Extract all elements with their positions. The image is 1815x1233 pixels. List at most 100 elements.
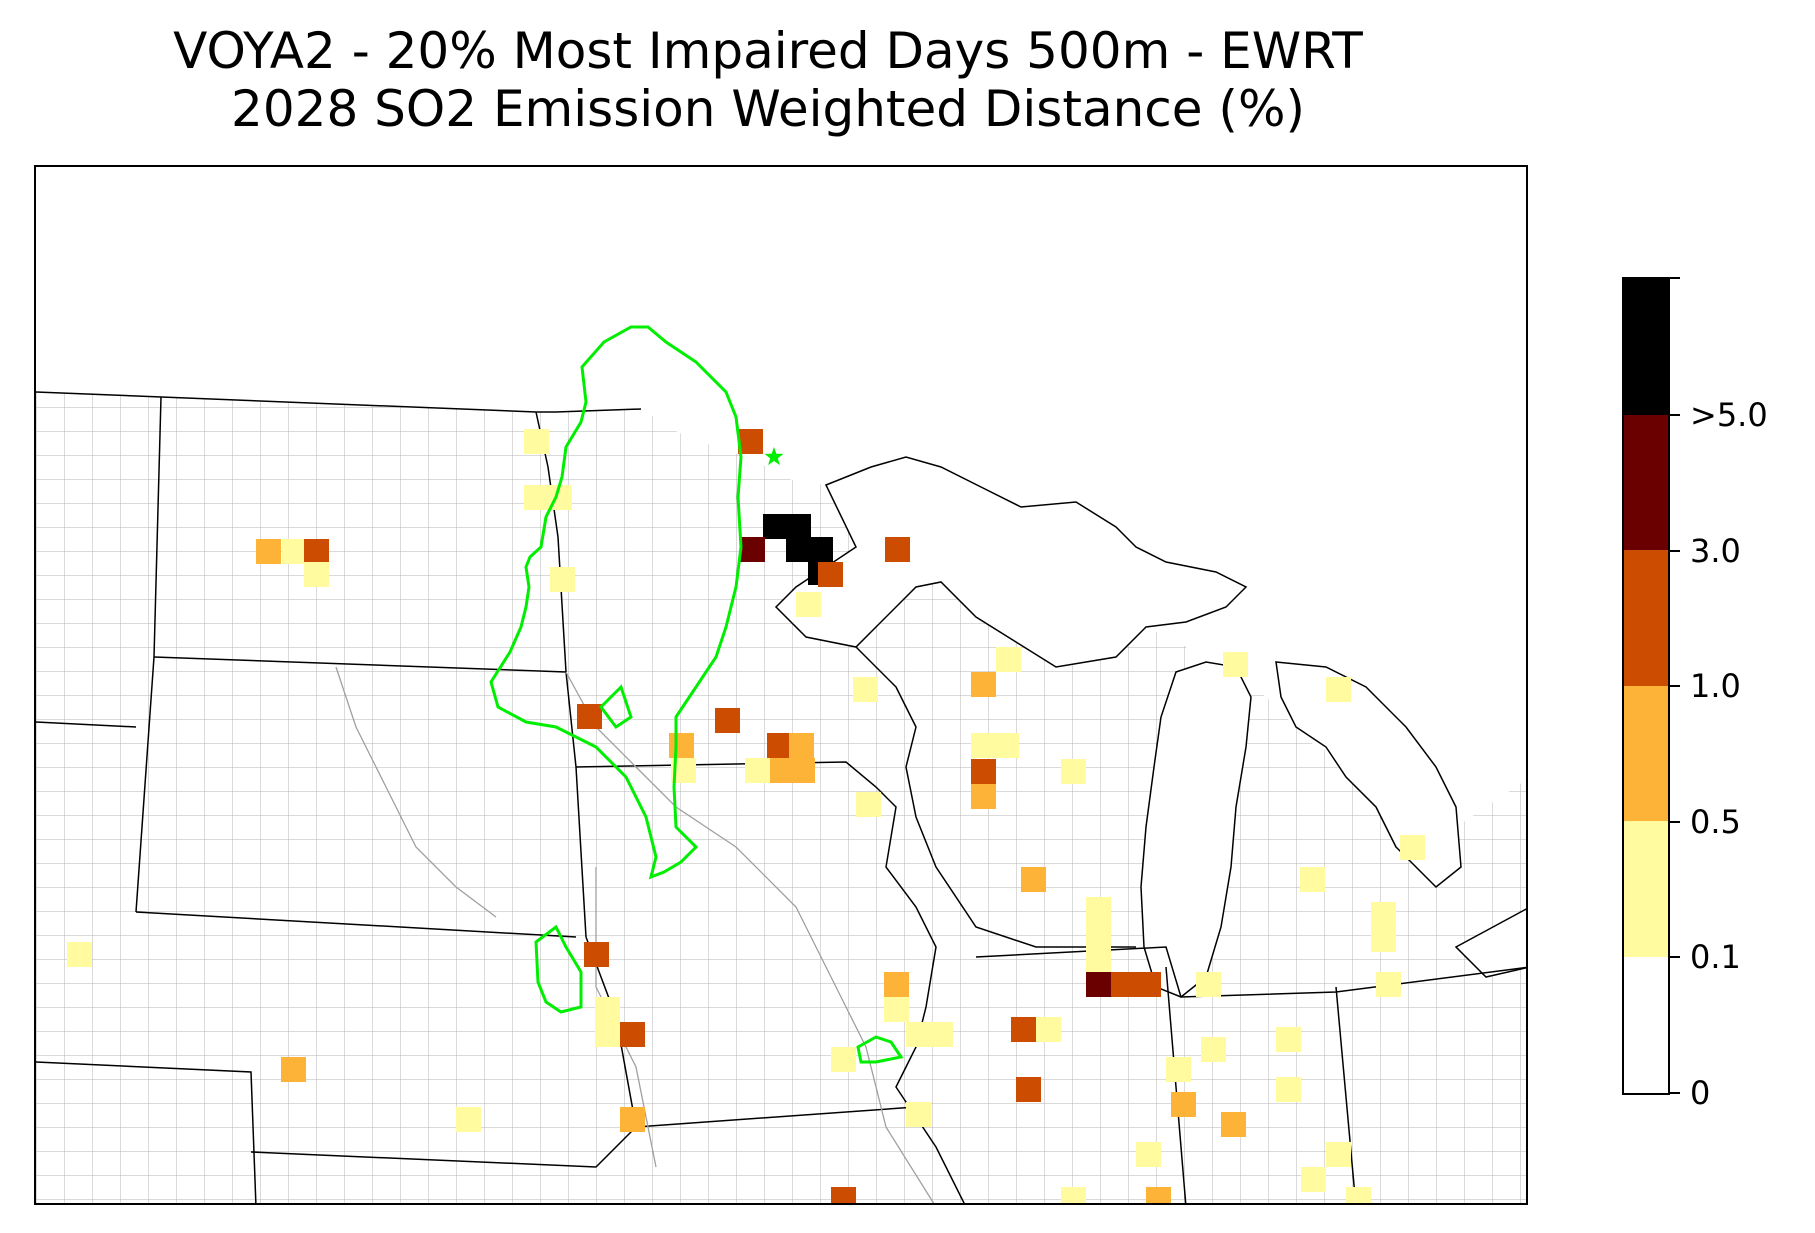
emission-cell [1086,947,1111,972]
emission-cell [808,537,833,562]
emission-cell [620,1107,645,1132]
emission-cell [786,514,811,539]
emission-cell [1371,902,1396,927]
emission-cell [818,562,843,587]
emission-cell [1171,1092,1196,1117]
emission-cell [884,997,909,1022]
emission-cell [1086,922,1111,947]
emission-cell [853,677,878,702]
emission-cell [790,758,815,783]
lake-huron [1275,661,1462,889]
emission-cell [1400,835,1425,860]
emission-cell [906,1102,931,1127]
emission-cell [550,567,575,592]
map-panel [34,165,1528,1205]
emission-cell [304,562,329,587]
emission-cell [620,1022,645,1047]
colorbar-segment [1624,821,1668,957]
emission-cell [1223,652,1248,677]
emission-cell [738,429,763,454]
impact-contour-3 [534,924,583,1014]
emission-cell [456,1107,481,1132]
map-title-line-1: VOYA2 - 20% Most Impaired Days 500m - EW… [173,22,1363,80]
colorbar-tick [1670,549,1680,552]
emission-cell [831,1047,856,1072]
emission-cell [994,733,1019,758]
emission-cell [1276,1077,1301,1102]
emission-cell [789,733,814,758]
emission-cell [996,647,1021,672]
emission-cell [884,972,909,997]
colorbar-tick [1670,956,1680,958]
emission-cell [971,759,996,784]
emission-cell [906,1022,931,1047]
colorbar-tick [1670,820,1680,823]
colorbar-segment [1624,279,1668,415]
colorbar-tick [1670,685,1680,687]
emission-cell [971,733,996,758]
emission-cell [669,733,694,758]
emission-cell [1346,1187,1371,1203]
color-scale-bar [1622,277,1670,1095]
receptor-star-icon [764,447,784,466]
colorbar-tick [1670,1091,1680,1094]
emission-cell [584,942,609,967]
emission-cell [577,704,602,729]
emission-cell [786,537,811,562]
colorbar-tick [1670,414,1680,416]
emission-cell [715,708,740,733]
emission-cell [1136,972,1161,997]
emission-cell [767,758,792,783]
emission-cell [1111,972,1136,997]
emission-cell [1146,1187,1171,1203]
emission-cell [740,537,765,562]
emission-cell [885,537,910,562]
emission-cell [1166,1057,1191,1082]
emission-cell [1276,1027,1301,1052]
impact-contour-2 [599,684,633,730]
colorbar-label: 0.5 [1690,802,1741,841]
emission-cell [1021,867,1046,892]
emission-cell [1061,1187,1086,1203]
emission-cell [1016,1077,1041,1102]
emission-cell [595,997,620,1022]
colorbar-label: >5.0 [1690,396,1768,434]
emission-cells [67,429,1425,1203]
emission-cell [796,592,821,617]
emission-cell [1221,1112,1246,1137]
map-title-line-2: 2028 SO2 Emission Weighted Distance (%) [231,80,1305,138]
emission-cell [67,942,92,967]
colorbar-segment [1624,956,1668,1092]
colorbar-segment [1624,685,1668,821]
emission-cell [1136,1142,1161,1167]
emission-cell [1061,759,1086,784]
emission-cell [1326,677,1351,702]
emission-cell [1086,972,1111,997]
emission-cell [1300,867,1325,892]
emission-cell [767,733,792,758]
emission-cell [928,1022,953,1047]
emission-cell [763,514,788,539]
emission-cell [1301,1167,1326,1192]
colorbar-label: 0 [1690,1073,1711,1112]
emission-cell [256,539,281,564]
counties-layer [36,392,1526,1203]
colorbar-label: 1.0 [1690,667,1741,705]
emission-cell [524,429,549,454]
emission-cell [304,539,329,564]
emission-cell [745,758,770,783]
emission-cell [1376,972,1401,997]
emission-cell [1371,927,1396,952]
emission-cell [856,792,881,817]
map-canvas [36,325,1526,1203]
colorbar-tick [1670,277,1680,279]
emission-cell [1201,1037,1226,1062]
emission-cell [281,1057,306,1082]
emission-cell [1086,897,1111,922]
colorbar-segment [1624,550,1668,686]
colorbar-label: 3.0 [1690,531,1741,570]
emission-cell [1326,1142,1351,1167]
impact-contour-1 [489,325,743,880]
emission-cell [595,1022,620,1047]
emission-cell [1011,1017,1036,1042]
